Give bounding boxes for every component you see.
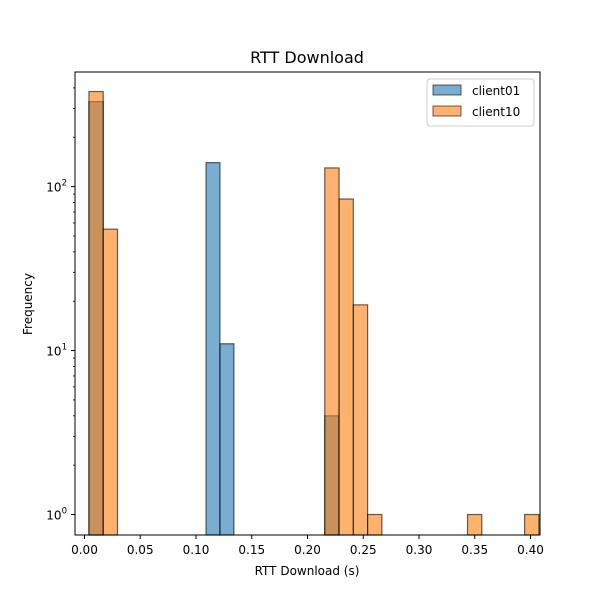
bar-client10-4 bbox=[352, 304, 369, 536]
bar-client01-2 bbox=[219, 343, 235, 536]
bar-client10-3 bbox=[338, 198, 354, 536]
x-tick-label-5: 0.25 bbox=[350, 543, 377, 557]
x-tick-label-4: 0.20 bbox=[294, 543, 321, 557]
legend-label-client10: client10 bbox=[472, 105, 520, 119]
legend: client01 client10 bbox=[426, 78, 535, 127]
histogram-bars bbox=[88, 90, 540, 536]
bar-client10-6 bbox=[466, 513, 483, 536]
x-axis-label: RTT Download (s) bbox=[255, 564, 360, 578]
x-tick-label-2: 0.10 bbox=[183, 543, 210, 557]
bar-client10-5 bbox=[367, 513, 383, 536]
x-tick-label-3: 0.15 bbox=[238, 543, 265, 557]
bar-client10-7 bbox=[524, 513, 540, 536]
bar-client10-1 bbox=[102, 228, 119, 536]
y-tick-label-0: 100 bbox=[46, 507, 67, 523]
x-axis: 0.00 0.05 0.10 0.15 0.20 0.25 0.30 0.35 0.40 bbox=[71, 535, 544, 557]
y-axis-label: Frequency bbox=[21, 273, 35, 335]
bar-client10-0 bbox=[88, 90, 104, 536]
legend-swatch-client01 bbox=[432, 84, 462, 96]
bar-client01-1 bbox=[205, 162, 221, 536]
x-tick-label-6: 0.30 bbox=[406, 543, 433, 557]
chart-title: RTT Download bbox=[250, 48, 364, 67]
x-tick-label-1: 0.05 bbox=[127, 543, 154, 557]
y-tick-label-2: 102 bbox=[46, 179, 67, 195]
y-tick-label-1: 101 bbox=[46, 343, 67, 359]
bar-client10-2 bbox=[324, 167, 340, 536]
x-tick-label-7: 0.35 bbox=[461, 543, 488, 557]
y-axis: 100 101 102 bbox=[46, 87, 75, 523]
legend-swatch-client10 bbox=[432, 105, 462, 117]
x-tick-label-0: 0.00 bbox=[71, 543, 98, 557]
plot-frame bbox=[74, 71, 541, 536]
legend-label-client01: client01 bbox=[472, 84, 520, 98]
x-tick-label-8: 0.40 bbox=[517, 543, 544, 557]
